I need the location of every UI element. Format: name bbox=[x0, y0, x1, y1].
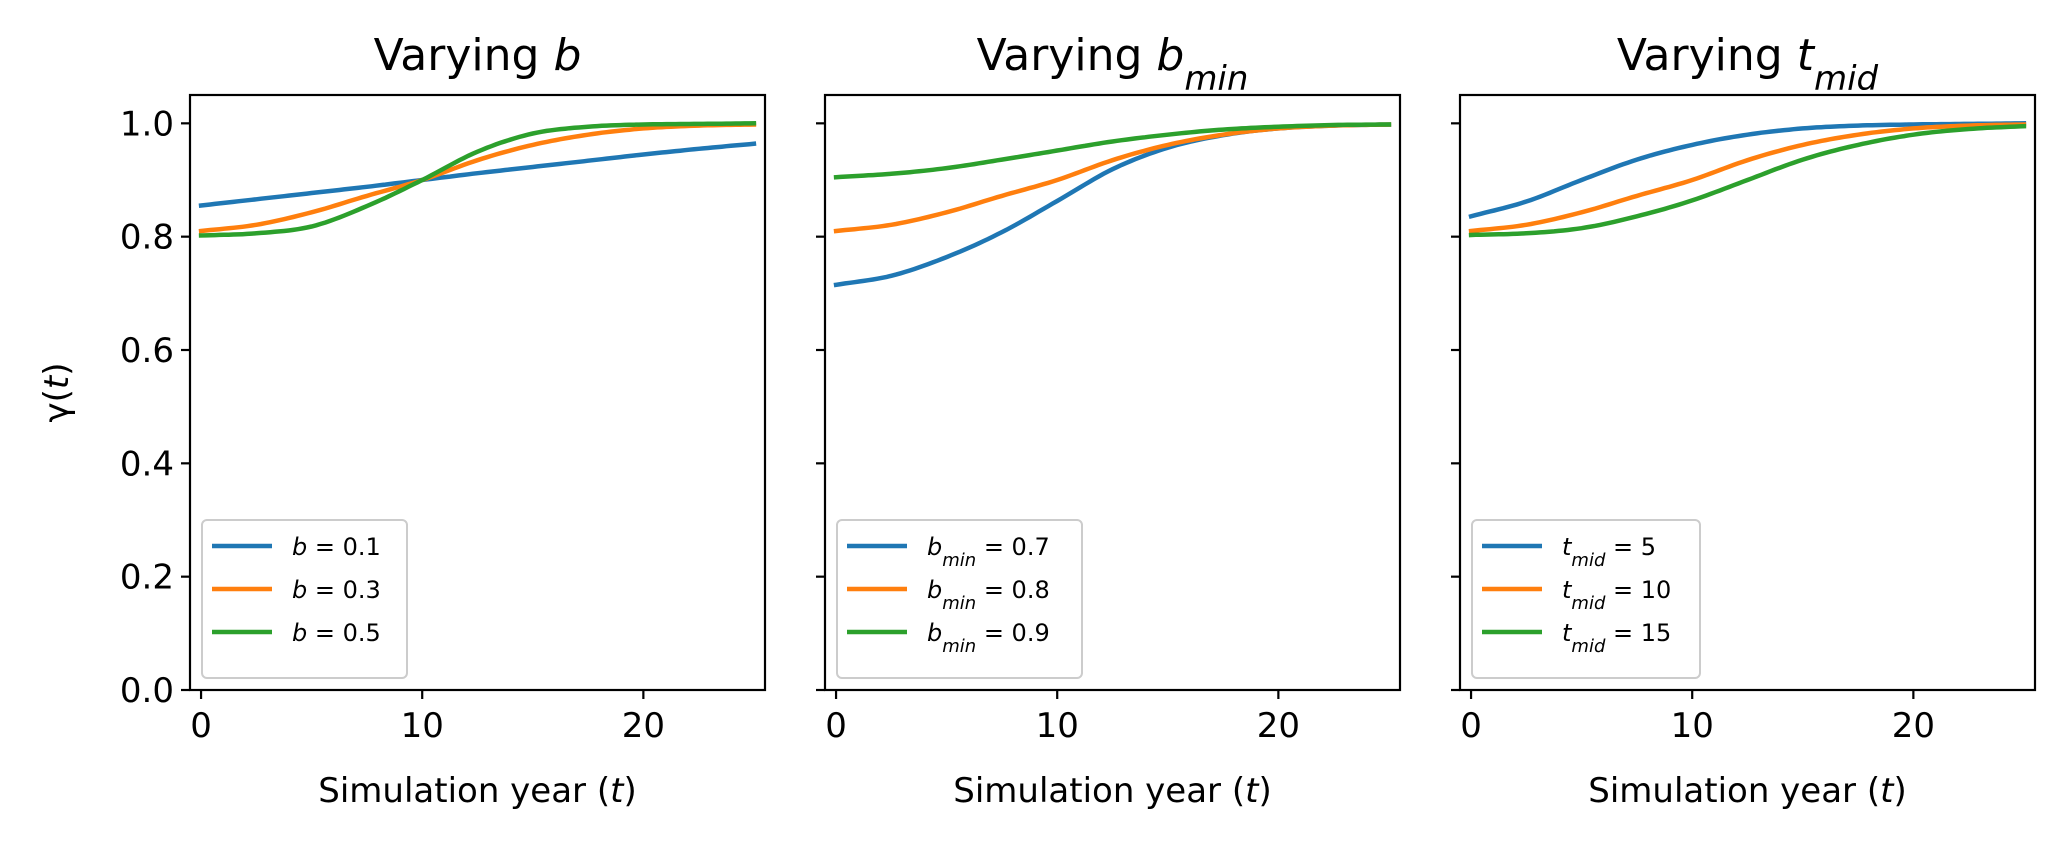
series-line-3 bbox=[833, 122, 1392, 180]
series-line-1 bbox=[1468, 121, 2027, 220]
y-tick-label: 0.4 bbox=[120, 444, 174, 484]
legend-entry: bmin = 0.9 bbox=[927, 619, 1050, 657]
legend-entry: bmin = 0.7 bbox=[927, 533, 1050, 571]
legend-box bbox=[201, 519, 408, 679]
legend-entry: tmid = 15 bbox=[1562, 619, 1671, 657]
series-line-2 bbox=[198, 122, 757, 234]
x-axis-label: Simulation year (t) bbox=[318, 771, 636, 811]
x-tick-label: 10 bbox=[1671, 706, 1714, 746]
subplot-varying-tmid: Varying tmid 0 10 20 Simulation year (t) tmid… bbox=[1451, 30, 2037, 811]
legend-entry: bmin = 0.8 bbox=[927, 576, 1050, 614]
y-tick-label: 0.2 bbox=[120, 558, 174, 598]
x-tick-label: 0 bbox=[825, 706, 847, 746]
y-tick-label: 0.8 bbox=[120, 218, 174, 258]
legend-entry: tmid = 10 bbox=[1562, 576, 1671, 614]
plot-frame bbox=[1458, 93, 2037, 692]
x-axis-label: Simulation year (t) bbox=[1588, 771, 1906, 811]
y-axis-label: γ(t) bbox=[37, 363, 77, 423]
legend-entry: b = 0.5 bbox=[292, 619, 381, 647]
series-line-3 bbox=[1468, 123, 2027, 238]
chart-title: Varying b bbox=[374, 30, 582, 81]
legend-entry: b = 0.1 bbox=[292, 533, 381, 561]
y-tick-label: 1.0 bbox=[120, 104, 174, 144]
x-tick-label: 0 bbox=[1460, 706, 1482, 746]
legend-entry: tmid = 5 bbox=[1562, 533, 1656, 571]
subplot-varying-b: Varying b 0 10 20 0.0 0.2 0.4 0.6 0.8 1.0 Simulati… bbox=[120, 30, 767, 811]
series-line-3 bbox=[198, 121, 757, 238]
x-tick-label: 10 bbox=[1036, 706, 1079, 746]
subplot-varying-bmin: Varying bmin 0 10 20 Simulation year (t) bmin… bbox=[816, 30, 1402, 811]
series-line-2 bbox=[1468, 122, 2027, 234]
x-tick-label: 20 bbox=[1892, 706, 1935, 746]
chart-title: Varying tmid bbox=[1617, 30, 1879, 99]
plot-frame bbox=[823, 93, 1402, 692]
x-tick-label: 0 bbox=[190, 706, 212, 746]
legend-box bbox=[1471, 519, 1701, 679]
chart-title: Varying bmin bbox=[977, 30, 1249, 99]
x-tick-label: 20 bbox=[622, 706, 665, 746]
legend: tmid = 5 tmid = 10 tmid = 15 bbox=[1471, 519, 1701, 679]
legend: bmin = 0.7 bmin = 0.8 bmin = 0.9 bbox=[836, 519, 1083, 679]
legend: b = 0.1 b = 0.3 b = 0.5 bbox=[201, 519, 408, 679]
y-tick-label: 0.0 bbox=[120, 671, 174, 711]
series-line-1 bbox=[833, 122, 1392, 288]
plot-frame bbox=[188, 93, 767, 692]
x-tick-label: 20 bbox=[1257, 706, 1300, 746]
x-axis-label: Simulation year (t) bbox=[953, 771, 1271, 811]
legend-box bbox=[836, 519, 1083, 679]
legend-entry: b = 0.3 bbox=[292, 576, 381, 604]
y-tick-label: 0.6 bbox=[120, 331, 174, 371]
x-tick-label: 10 bbox=[401, 706, 444, 746]
series-line-1 bbox=[198, 141, 757, 208]
